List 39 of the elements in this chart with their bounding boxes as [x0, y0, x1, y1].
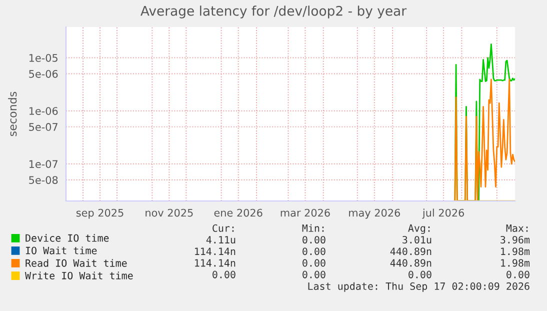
text: 114.14n [195, 259, 236, 267]
y-tick-label: 5e-08 [29, 176, 58, 184]
text: 440.89n [390, 248, 432, 256]
legend-label: Write IO Wait time [25, 272, 133, 280]
y-tick-label: 5e-07 [29, 123, 58, 131]
legend-label: IO Wait time [26, 246, 97, 254]
legend-label: Device IO time [26, 234, 109, 242]
text: 0.00 [302, 259, 326, 267]
text: Cur: [212, 224, 234, 232]
text: 114.14n [195, 248, 236, 255]
y-tick-label: 1e-05 [29, 54, 58, 62]
text: 3.01u [402, 236, 432, 244]
x-tick-label: nov 2025 [146, 208, 193, 217]
text: 1.98m [501, 259, 530, 267]
y-tick-label: 1e-07 [29, 160, 58, 168]
x-tick-label: mar 2026 [280, 208, 330, 217]
x-tick-label: jul 2026 [422, 208, 464, 219]
text: Last update: Thu Sep 17 02:00:09 2026 [308, 282, 530, 292]
text: Max: [506, 224, 528, 232]
text: 440.89n [390, 259, 432, 267]
text: 1.98m [501, 248, 530, 256]
y-tick-label: 1e-06 [29, 107, 58, 115]
y-axis-title: seconds [8, 92, 17, 136]
text: 0.00 [302, 248, 326, 256]
text: 0.00 [302, 270, 326, 278]
text: 3.96m [500, 236, 530, 244]
text: 4.11u [206, 236, 236, 244]
legend-label: Read IO Wait time [26, 259, 127, 267]
chart-title: Average latency for /dev/loop2 - by year [140, 6, 407, 18]
text: Min: [302, 224, 324, 232]
text: 0.00 [212, 270, 236, 278]
y-tick-label: 5e-06 [29, 70, 58, 78]
text: 0.00 [302, 236, 326, 244]
x-tick-label: may 2026 [349, 208, 400, 219]
x-tick-label: ene 2026 [214, 208, 262, 217]
text: 0.00 [408, 270, 432, 278]
x-tick-label: sep 2025 [76, 208, 124, 219]
text: Avg: [408, 224, 430, 234]
text: 0.00 [506, 270, 530, 278]
